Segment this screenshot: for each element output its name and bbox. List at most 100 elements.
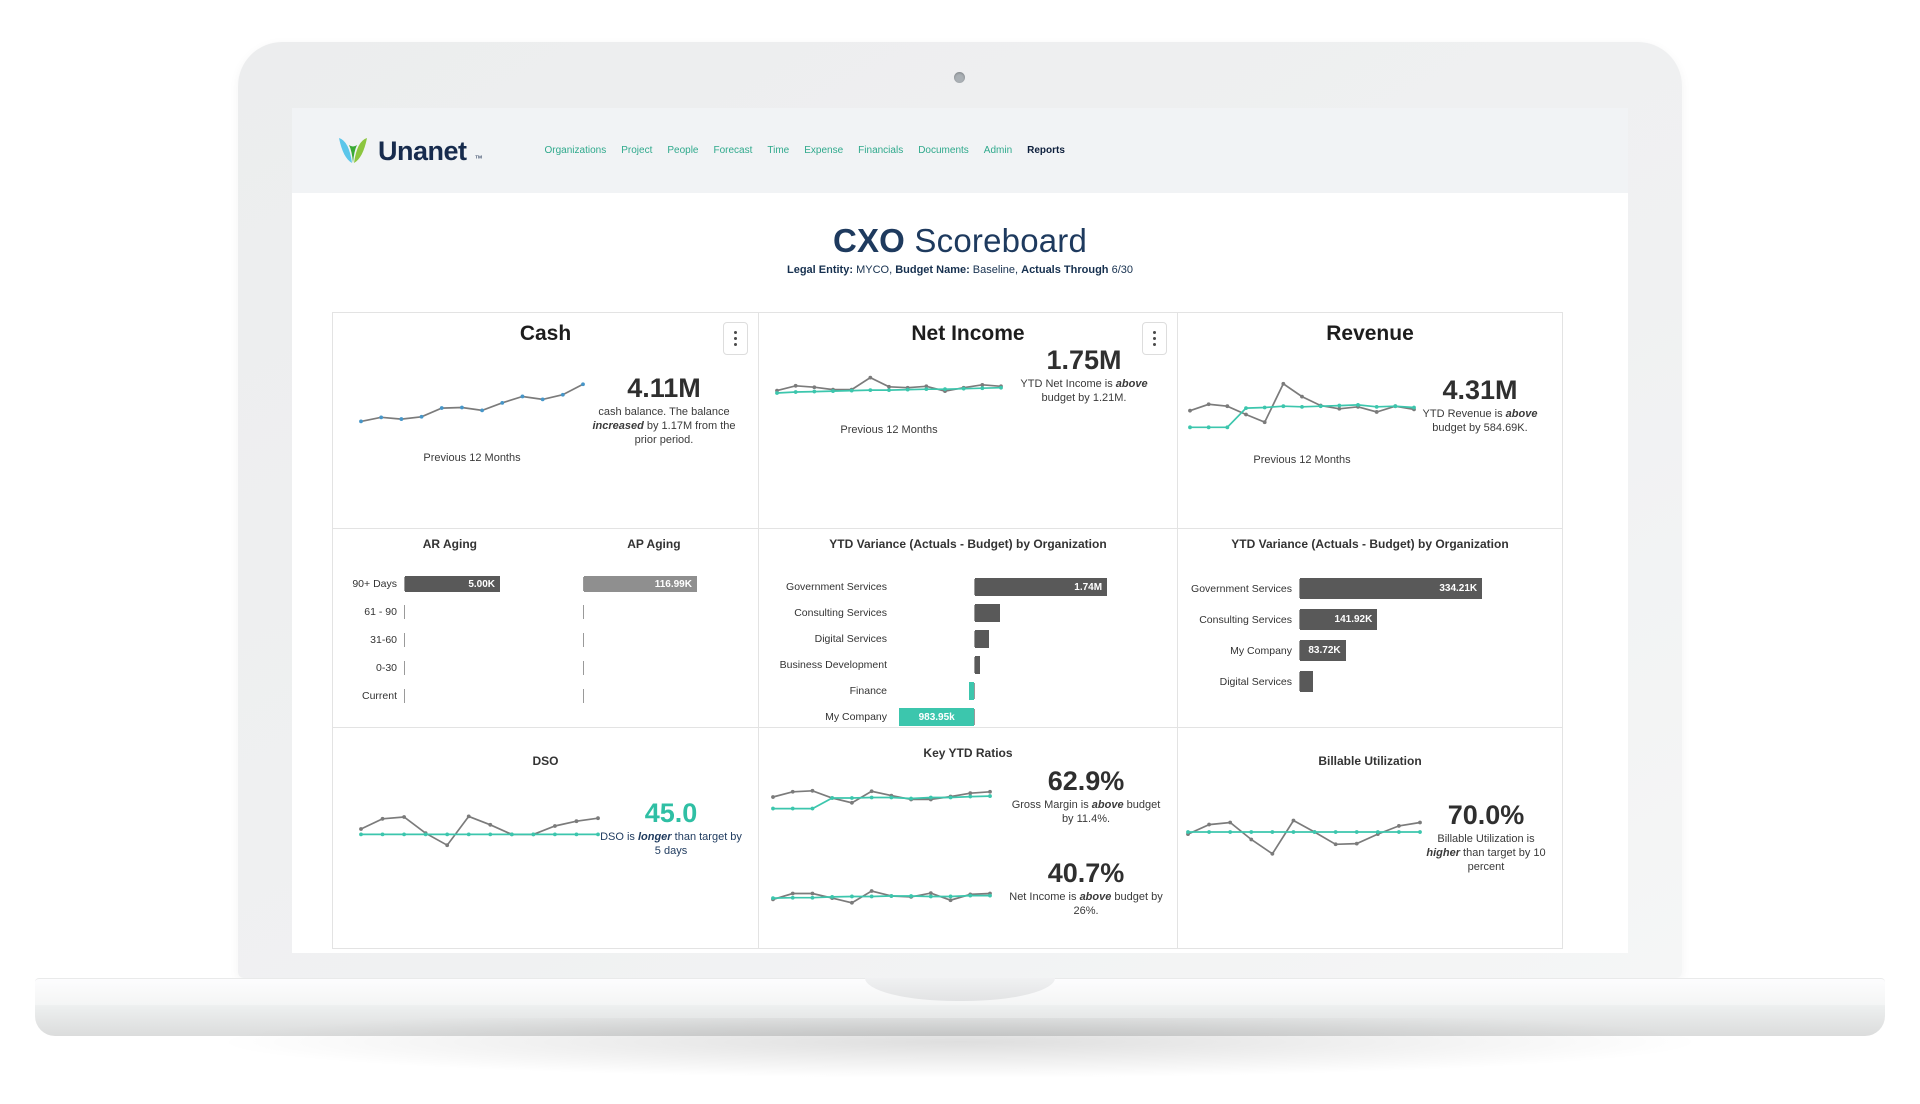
dso-title: DSO xyxy=(532,754,559,768)
revenue-desc-em: above xyxy=(1505,408,1538,420)
net-income-xlabel: Previous 12 Months xyxy=(840,424,938,436)
revenue-sparkline xyxy=(1188,381,1416,430)
variance-right-title: YTD Variance (Actuals - Budget) by Organ… xyxy=(1231,537,1509,551)
panel-revenue: Revenue Previous 12 Months 4.31M YTD Rev… xyxy=(1178,313,1562,529)
laptop-shadow xyxy=(60,1018,1860,1098)
revenue-desc-pre: YTD Revenue is xyxy=(1422,408,1506,420)
variance-bar-value: 1.74M xyxy=(1074,581,1103,593)
net-income-sparkline xyxy=(775,375,1003,395)
aging-row-61-90: 61 - 90 xyxy=(333,604,758,620)
laptop-base-edge xyxy=(35,1005,1885,1036)
unanet-logo-text: Unanet xyxy=(378,135,467,166)
panel-net-income: Net Income Previous 12 Months 1.75M YTD … xyxy=(759,313,1178,529)
variance-bar-government-services: 1.74M xyxy=(975,578,1108,596)
billable-kpi: 70.0% Billable Utilization is higher tha… xyxy=(1420,800,1552,874)
net-income-menu-button[interactable] xyxy=(1142,322,1167,355)
billable-value: 70.0% xyxy=(1447,800,1525,830)
variance-bar-my-company: 83.72K xyxy=(1300,640,1346,661)
aging-label: 31-60 xyxy=(370,634,397,646)
billable-desc-pre: Billable Utilization is xyxy=(1437,833,1535,845)
revenue-value: 4.31M xyxy=(1442,375,1518,405)
nav-links: Organizations Project People Forecast Ti… xyxy=(545,145,1065,156)
variance-bar-value: 983.95k xyxy=(918,711,955,723)
variance-bar-digital-services xyxy=(1300,671,1314,692)
nav-item-admin[interactable]: Admin xyxy=(983,145,1013,156)
aging-label: 0-30 xyxy=(375,662,397,674)
cash-desc-em: increased xyxy=(592,420,644,432)
net-income-ratio-desc-pre: Net Income is xyxy=(1009,891,1080,903)
meta-budget-name-value: Baseline, xyxy=(969,264,1022,276)
variance-row: Government Services 1.74M xyxy=(759,578,1177,596)
revenue-desc-post: budget by 584.69K. xyxy=(1432,422,1528,434)
net-income-ratio-kpi: 40.7% Net Income is above budget by 26%. xyxy=(1007,858,1165,918)
variance-label: Digital Services xyxy=(1219,675,1292,688)
variance-bar-digital-services xyxy=(975,630,989,648)
variance-row: My Company 983.95k xyxy=(759,708,1177,726)
meta-actuals-through-value: 6/30 xyxy=(1108,264,1133,276)
app-screen: Unanet ™ Organizations Project People Fo… xyxy=(292,108,1628,953)
gross-margin-description: Gross Margin is above budget by 11.4%. xyxy=(1007,798,1165,826)
revenue-chart: Previous 12 Months xyxy=(1186,367,1418,466)
variance-row: Digital Services xyxy=(759,630,1177,648)
dso-desc-post: than target by 5 days xyxy=(654,831,742,857)
page-title-strong: CXO xyxy=(832,222,906,259)
aging-label: 61 - 90 xyxy=(364,606,397,618)
net-income-ratio-desc-post: budget by 26%. xyxy=(1073,891,1163,917)
billable-title: Billable Utilization xyxy=(1318,754,1422,768)
variance-bar-value: 334.21K xyxy=(1439,583,1478,594)
billable-chart xyxy=(1184,792,1424,873)
net-income-chart: Previous 12 Months xyxy=(773,353,1005,436)
panel-dso: DSO 45.0 DSO is longer than target by 5 … xyxy=(333,728,759,948)
nav-item-organizations[interactable]: Organizations xyxy=(544,145,607,156)
cash-sparkline xyxy=(359,382,585,424)
dso-desc-em: longer xyxy=(637,831,672,843)
cash-desc-pre: cash balance. The balance xyxy=(598,406,730,418)
nav-item-people[interactable]: People xyxy=(667,145,699,156)
net-income-desc-pre: YTD Net Income is xyxy=(1020,378,1116,390)
billable-desc-em: higher xyxy=(1426,847,1460,859)
unanet-logo-icon xyxy=(339,137,367,163)
cash-menu-button[interactable] xyxy=(723,322,748,355)
net-income-ratio-sparkline xyxy=(771,889,992,905)
variance-bar-value: 141.92K xyxy=(1334,614,1373,625)
unanet-logo[interactable]: Unanet ™ xyxy=(336,136,483,166)
meta-budget-name-label: Budget Name: xyxy=(895,264,970,276)
aging-row-0-30: 0-30 xyxy=(333,660,758,676)
panel-variance-revenue: YTD Variance (Actuals - Budget) by Organ… xyxy=(1178,529,1562,728)
variance-label: Digital Services xyxy=(814,633,887,645)
nav-item-financials[interactable]: Financials xyxy=(858,145,904,156)
meta-actuals-through-label: Actuals Through xyxy=(1021,264,1109,276)
ar-aging-title: AR Aging xyxy=(422,537,477,551)
panel-aging: AR Aging AP Aging 90+ Days 5.00K 116.99K… xyxy=(333,529,759,728)
nav-item-time[interactable]: Time xyxy=(767,145,790,156)
nav-item-expense[interactable]: Expense xyxy=(804,145,844,156)
panel-variance-net-income: YTD Variance (Actuals - Budget) by Organ… xyxy=(759,529,1178,728)
billable-description: Billable Utilization is higher than targ… xyxy=(1420,832,1552,874)
nav-item-project[interactable]: Project xyxy=(621,145,653,156)
gross-margin-chart xyxy=(769,770,994,831)
variance-label: Consulting Services xyxy=(794,607,887,619)
net-income-kpi: 1.75M YTD Net Income is above budget by … xyxy=(1003,345,1165,405)
nav-item-reports[interactable]: Reports xyxy=(1027,145,1065,156)
billable-desc-post: than target by 10 percent xyxy=(1460,847,1546,873)
net-income-title: Net Income xyxy=(911,322,1025,345)
variance-bar-finance xyxy=(968,682,974,700)
laptop-base-notch xyxy=(865,978,1055,1001)
nav-item-documents[interactable]: Documents xyxy=(918,145,969,156)
cash-title: Cash xyxy=(519,322,572,345)
nav-item-forecast[interactable]: Forecast xyxy=(713,145,753,156)
net-income-desc-post: budget by 1.21M. xyxy=(1041,392,1127,404)
net-income-value: 1.75M xyxy=(1046,345,1122,375)
aging-row-31-60: 31-60 xyxy=(333,632,758,648)
variance-bar-value: 83.72K xyxy=(1308,645,1341,656)
dso-description: DSO is longer than target by 5 days xyxy=(600,830,742,858)
variance-bar-consulting-services: 141.92K xyxy=(1300,609,1378,630)
ar-bar-90plus: 5.00K xyxy=(405,576,500,592)
net-income-description: YTD Net Income is above budget by 1.21M. xyxy=(1003,377,1165,405)
report-meta: Legal Entity: MYCO, Budget Name: Baselin… xyxy=(292,264,1628,276)
page-title-rest: Scoreboard xyxy=(905,222,1088,259)
ratios-title: Key YTD Ratios xyxy=(923,746,1013,760)
variance-bar-consulting-services xyxy=(975,604,1001,622)
page-title: CXO Scoreboard xyxy=(292,222,1628,260)
